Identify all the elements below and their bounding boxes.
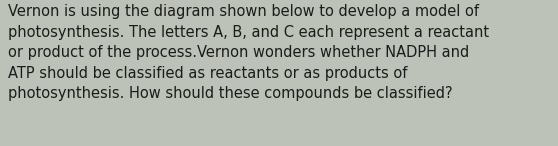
- Text: Vernon is using the diagram shown below to develop a model of
photosynthesis. Th: Vernon is using the diagram shown below …: [8, 4, 489, 101]
